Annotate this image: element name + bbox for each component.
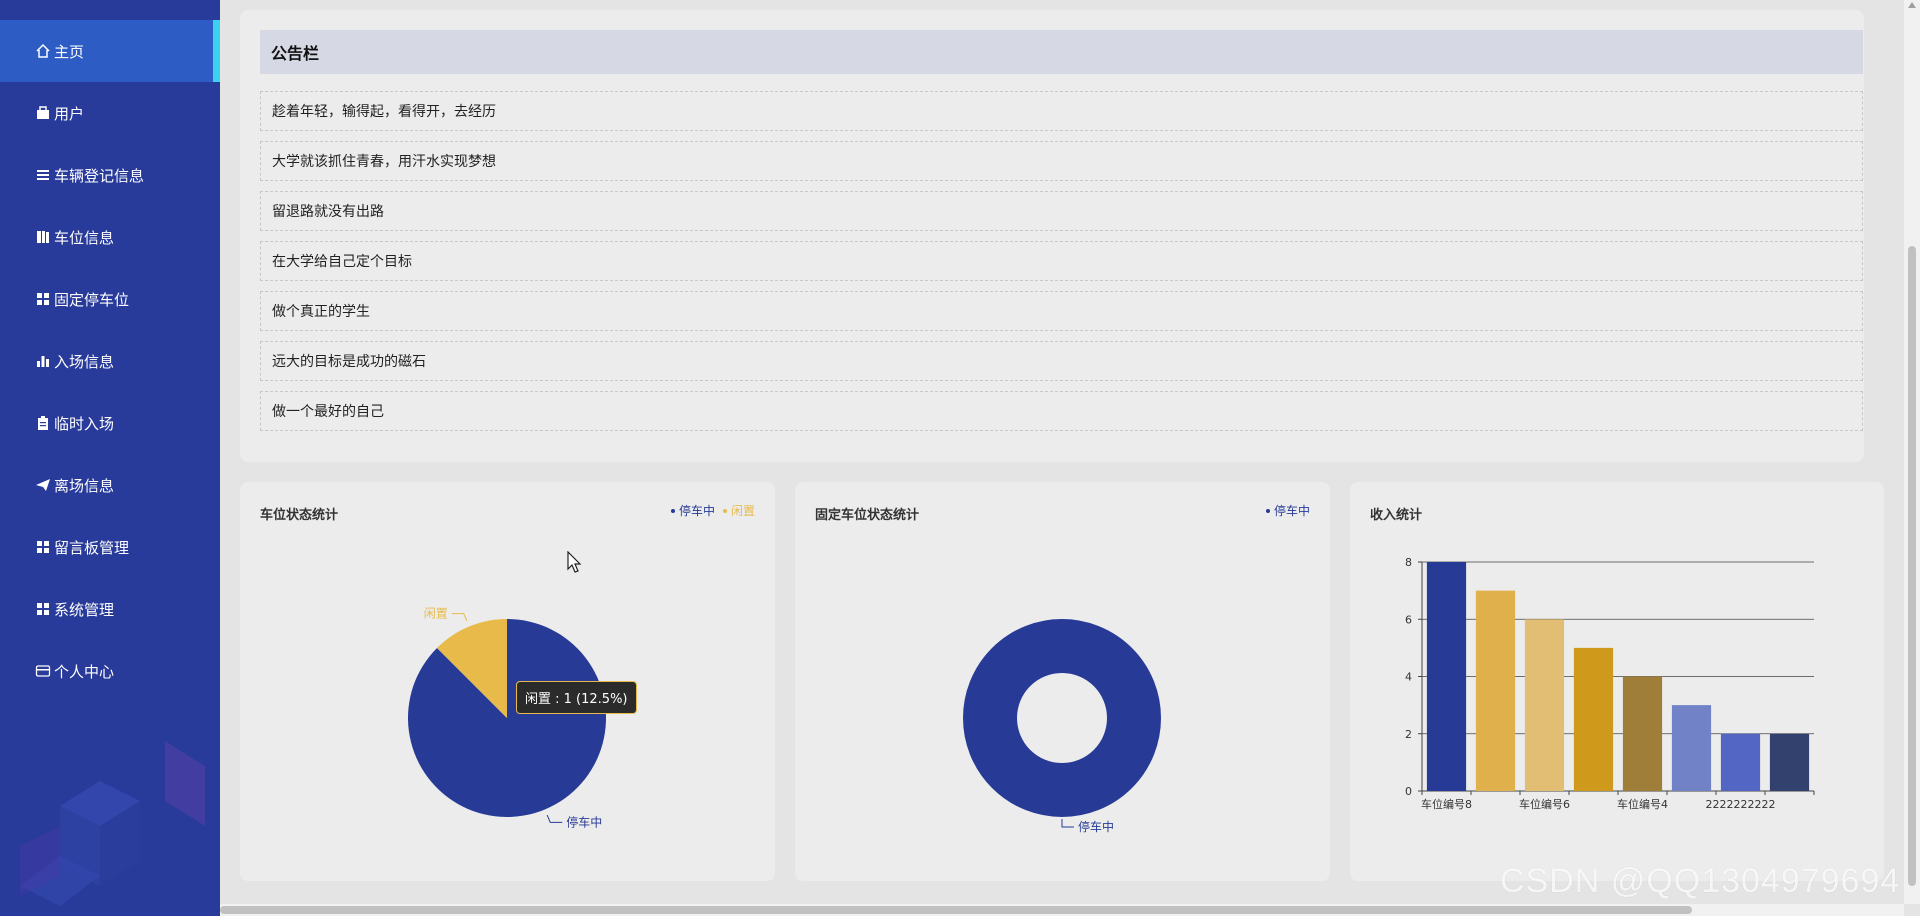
sidebar-item-label: 个人中心 (54, 662, 115, 681)
donut-slice-label: 停车中 (1078, 819, 1114, 834)
sidebar-item-label: 离场信息 (54, 476, 115, 495)
y-tick-label: 6 (1405, 613, 1412, 626)
vertical-scrollbar[interactable] (1904, 0, 1920, 904)
notice-item[interactable]: 大学就该抓住青春，用汗水实现梦想 (260, 141, 1863, 181)
horizontal-scrollbar-thumb[interactable] (220, 906, 1692, 914)
grid-icon (34, 538, 52, 556)
vertical-scrollbar-thumb[interactable] (1908, 246, 1916, 886)
sidebar-item-8[interactable]: 留言板管理 (0, 516, 220, 578)
sidebar-item-label: 车辆登记信息 (54, 166, 145, 185)
pie-label-line (546, 814, 563, 823)
sidebar-item-5[interactable]: 入场信息 (0, 330, 220, 392)
chart-legend[interactable]: 停车中 (1265, 502, 1310, 519)
scroll-up-arrow-icon[interactable] (1908, 2, 1916, 8)
notice-card: 公告栏 趁着年轻，输得起，看得开，去经历 大学就该抓住青春，用汗水实现梦想 留退路就… (240, 10, 1864, 462)
parking-status-card: 车位状态统计 停车中 闲置 停车中 闲置 闲置 : 1 (12.5%) (240, 482, 775, 881)
pie-slice-1[interactable] (436, 619, 507, 718)
legend-item-parking[interactable]: 停车中 (670, 502, 715, 519)
legend-item-parking[interactable]: 停车中 (1265, 502, 1310, 519)
pie-label-line (451, 613, 468, 622)
chart-tooltip: 闲置 : 1 (12.5%) (516, 681, 637, 714)
book-icon (34, 228, 52, 246)
sidebar-item-6[interactable]: 临时入场 (0, 392, 220, 454)
notice-item[interactable]: 做一个最好的自己 (260, 391, 1863, 431)
chart-title: 收入统计 (1370, 508, 1423, 523)
fixed-parking-status-card: 固定车位状态统计 停车中 停车中 (795, 482, 1330, 881)
notice-item[interactable]: 留退路就没有出路 (260, 191, 1863, 231)
sidebar-item-9[interactable]: 系统管理 (0, 578, 220, 640)
briefcase-icon (34, 104, 52, 122)
sidebar-item-label: 系统管理 (54, 600, 115, 619)
bar-0[interactable] (1426, 562, 1467, 791)
sidebar-item-2[interactable]: 车辆登记信息 (0, 144, 220, 206)
sidebar-item-label: 留言板管理 (54, 538, 130, 557)
bar-2[interactable] (1524, 619, 1565, 791)
bar-5[interactable] (1671, 705, 1712, 791)
watermark: CSDN @QQ1304979694 (1500, 862, 1901, 900)
y-tick-label: 0 (1405, 785, 1412, 798)
sidebar-item-label: 固定停车位 (54, 290, 130, 309)
x-tick-label: 车位编号8 (1421, 797, 1472, 811)
x-tick-label: 2222222222 (1706, 798, 1776, 811)
decorative-cubes (20, 741, 205, 906)
notice-item[interactable]: 做个真正的学生 (260, 291, 1863, 331)
pie-slice-label: 闲置 (424, 607, 448, 621)
sidebar-item-10[interactable]: 个人中心 (0, 640, 220, 702)
card-icon (34, 662, 52, 680)
y-tick-label: 8 (1405, 556, 1412, 569)
income-bar-chart[interactable]: 0 2 4 6 8 车位编号8 车位编号6 车位编号4 2222222222 (1350, 482, 1884, 881)
sidebar-item-3[interactable]: 车位信息 (0, 206, 220, 268)
bar-1[interactable] (1475, 590, 1516, 791)
notice-item[interactable]: 趁着年轻，输得起，看得开，去经历 (260, 91, 1863, 131)
sidebar-item-label: 临时入场 (54, 414, 115, 433)
x-tick-label: 车位编号6 (1519, 797, 1570, 811)
sidebar-item-label: 入场信息 (54, 352, 115, 371)
sidebar-item-label: 车位信息 (54, 228, 115, 247)
home-icon (34, 42, 52, 60)
notice-item[interactable]: 在大学给自己定个目标 (260, 241, 1863, 281)
grid-icon (34, 290, 52, 308)
donut-label-line (1061, 819, 1074, 828)
grid-icon (34, 600, 52, 618)
sidebar-item-label: 主页 (54, 42, 85, 61)
main-content: 公告栏 趁着年轻，输得起，看得开，去经历 大学就该抓住青春，用汗水实现梦想 留退路就… (220, 0, 1900, 904)
chart-title: 车位状态统计 (260, 508, 339, 523)
bar-7[interactable] (1769, 733, 1810, 791)
sidebar-item-0[interactable]: 主页 (0, 20, 220, 82)
fixed-parking-status-donut[interactable]: 停车中 (795, 482, 1330, 881)
paper-plane-icon (34, 476, 52, 494)
bar-3[interactable] (1573, 647, 1614, 791)
horizontal-scrollbar[interactable] (220, 904, 1904, 916)
bar-6[interactable] (1720, 733, 1761, 791)
y-tick-label: 2 (1405, 728, 1412, 741)
notice-title: 公告栏 (260, 30, 1863, 74)
sidebar-item-label: 用户 (54, 104, 85, 123)
income-stats-card: 收入统计 0 2 4 6 8 车位编号8 车位编号6 车位编号4 2222222222 (1350, 482, 1884, 881)
bar-4[interactable] (1622, 676, 1663, 792)
bar-chart-icon (34, 352, 52, 370)
pie-slice-label: 停车中 (566, 814, 602, 829)
x-tick-label: 车位编号4 (1617, 797, 1668, 811)
chart-title: 固定车位状态统计 (815, 508, 920, 523)
list-icon (34, 166, 52, 184)
donut-slice-0[interactable] (963, 619, 1161, 817)
sidebar: 主页用户车辆登记信息 车位信息固定停车位入场信息临时入场离场信息留言板管理系统管理… (0, 0, 220, 916)
notice-item[interactable]: 远大的目标是成功的磁石 (260, 341, 1863, 381)
mouse-cursor-icon (567, 551, 582, 573)
sidebar-item-4[interactable]: 固定停车位 (0, 268, 220, 330)
legend-item-idle[interactable]: 闲置 (722, 502, 755, 519)
clipboard-icon (34, 414, 52, 432)
sidebar-item-1[interactable]: 用户 (0, 82, 220, 144)
y-tick-label: 4 (1405, 671, 1412, 684)
sidebar-item-7[interactable]: 离场信息 (0, 454, 220, 516)
chart-legend[interactable]: 停车中 闲置 (670, 502, 755, 519)
